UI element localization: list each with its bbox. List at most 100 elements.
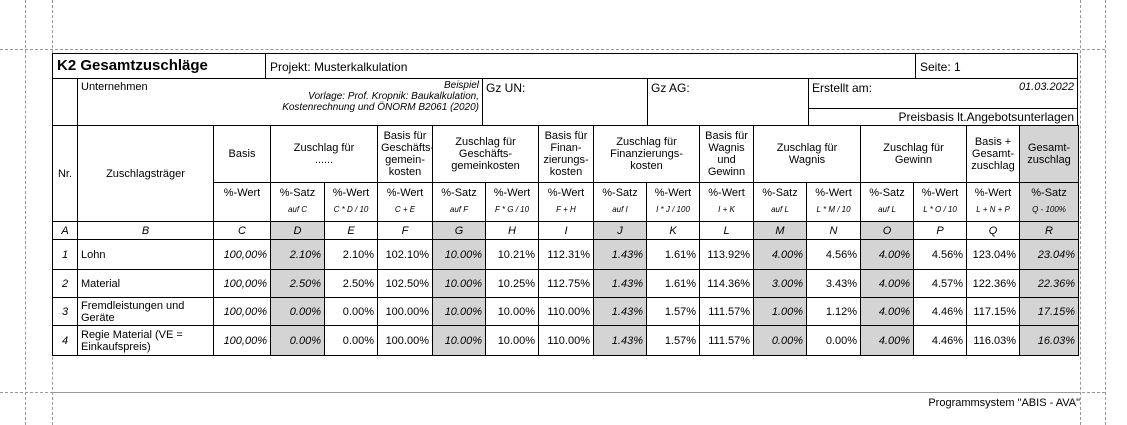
value: 1.61% [645, 269, 701, 298]
formula: auf F [449, 205, 469, 214]
value: 122.36% [966, 269, 1021, 298]
value: 100,00% [213, 325, 271, 356]
page-border [0, 49, 1105, 50]
value: 10.00% [485, 325, 539, 356]
unit: %-Wert [708, 187, 745, 199]
group-header: Zuschlag für Gewinn [860, 125, 968, 183]
group-header: Basis für Finan- zierungs- kosten [538, 125, 594, 183]
value: 100.00% [377, 325, 433, 356]
formula: auf L [771, 205, 789, 214]
unit: %-Wert [815, 187, 852, 199]
value: 4.56% [913, 239, 968, 270]
formula: C * D / 10 [333, 205, 369, 214]
footer-line [52, 392, 1080, 393]
value: 114.36% [699, 269, 755, 298]
column-letter: B [77, 221, 214, 240]
unit-cell: %-Satz auf C [270, 182, 325, 222]
unit-cell: %-Wert F * G / 10 [485, 182, 539, 222]
value: 4.00% [860, 297, 915, 326]
formula: I * J / 100 [656, 205, 690, 214]
surcharge-table: Nr. Zuschlagsträger Basis Zuschlag für ....… [52, 125, 1080, 356]
value: 10.00% [432, 239, 486, 270]
value: 0.00% [324, 325, 378, 356]
value: 117.15% [966, 297, 1021, 326]
value: 17.15% [1019, 297, 1080, 326]
value: 2.50% [324, 269, 378, 298]
unit: %-Satz [279, 187, 316, 199]
value: 1.57% [645, 325, 701, 356]
row-number: 4 [52, 325, 78, 356]
unit: %-Satz [441, 187, 477, 199]
value: 10.00% [432, 297, 486, 326]
carrier: Material [77, 269, 214, 298]
column-letter: E [324, 221, 378, 240]
formula: F * G / 10 [494, 205, 530, 214]
created-cell: Erstellt am: 01.03.2022 [808, 78, 1078, 109]
unit: %-Wert [654, 187, 692, 199]
value: 110.00% [538, 325, 594, 356]
value: 2.10% [324, 239, 378, 270]
unit-cell: %-Wert L + N + P [966, 182, 1021, 222]
value: 4.57% [913, 269, 968, 298]
unit-cell: %-Satz Q - 100% [1019, 182, 1080, 222]
value: 113.92% [699, 239, 755, 270]
nr-header: Nr. [52, 125, 78, 222]
group-header: Zuschlag für Finanzierungs- kosten [592, 125, 701, 183]
value: 10.25% [485, 269, 539, 298]
column-letter: G [432, 221, 486, 240]
value: 10.00% [432, 269, 486, 298]
group-header: Zuschlag für Wagnis [753, 125, 862, 183]
column-letter: J [593, 221, 647, 240]
unit: %-Wert [223, 187, 261, 199]
value: 1.00% [753, 297, 808, 326]
page-number: Seite: 1 [915, 53, 1078, 79]
value: 111.57% [699, 297, 755, 326]
value: 0.00% [270, 325, 325, 356]
value: 1.43% [593, 239, 647, 270]
carrier: Fremdleistungen und Geräte [77, 297, 214, 326]
unit-cell: %-Wert F + H [538, 182, 594, 222]
value: 10.00% [485, 297, 539, 326]
footer: Programmsystem "ABIS - AVA" [928, 397, 1080, 409]
row-number: 1 [52, 239, 78, 270]
formula: I + K [718, 205, 735, 214]
value: 0.00% [806, 325, 862, 356]
unit: %-Wert [493, 187, 531, 199]
carrier: Regie Material (VE = Einkaufspreis) [77, 325, 214, 356]
unit: %-Wert [921, 187, 959, 199]
unit: %-Satz [602, 187, 638, 199]
value: 1.43% [593, 325, 647, 356]
unit: %-Wert [547, 187, 585, 199]
column-letter: D [270, 221, 325, 240]
column-letter: F [377, 221, 433, 240]
unit: %-Satz [869, 187, 905, 199]
value: 112.75% [538, 269, 594, 298]
company-cell: Unternehmen Beispiel Vorlage: Prof. Krop… [77, 78, 483, 126]
group-header: Zuschlag für ...... [270, 125, 378, 183]
gz-un: Gz UN: [482, 78, 648, 126]
note: Beispiel Vorlage: Prof. Kropnik: Baukalk… [282, 80, 479, 113]
unit: %-Satz [1031, 187, 1067, 199]
value: 0.00% [324, 297, 378, 326]
page-border [1080, 0, 1081, 425]
table-row: 4 Regie Material (VE = Einkaufspreis) 100,… [52, 325, 1080, 356]
unit: %-Satz [762, 187, 798, 199]
unit-cell: %-Wert C + E [377, 182, 433, 222]
formula: auf C [287, 205, 308, 214]
value: 1.61% [645, 239, 701, 270]
page-border [25, 0, 26, 425]
group-header: Basis + Gesamt- zuschlag [966, 125, 1021, 183]
value: 116.03% [966, 325, 1021, 356]
value: 2.50% [270, 269, 325, 298]
price-basis: Preisbasis lt.Angebotsunterlagen [808, 108, 1078, 126]
unit: %-Wert [974, 187, 1012, 199]
column-letter: N [806, 221, 862, 240]
value: 4.56% [806, 239, 862, 270]
company: Unternehmen [81, 81, 148, 93]
column-letter: L [699, 221, 755, 240]
unit-cell: %-Satz auf I [593, 182, 647, 222]
value: 102.10% [377, 239, 433, 270]
value: 10.21% [485, 239, 539, 270]
